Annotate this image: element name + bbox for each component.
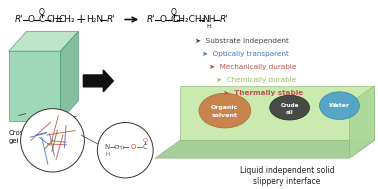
Circle shape bbox=[98, 122, 153, 178]
Text: Organic: Organic bbox=[211, 105, 239, 110]
Text: ➤  Thermally stable: ➤ Thermally stable bbox=[223, 90, 303, 96]
Text: ➤  Mechanically durable: ➤ Mechanically durable bbox=[209, 64, 296, 70]
Text: C: C bbox=[39, 15, 45, 24]
Text: R': R' bbox=[147, 15, 155, 24]
Text: H: H bbox=[105, 152, 109, 157]
Text: R': R' bbox=[14, 15, 23, 24]
Text: Crude: Crude bbox=[280, 103, 299, 108]
Text: O: O bbox=[130, 144, 136, 150]
Text: CH: CH bbox=[46, 15, 59, 24]
Text: R': R' bbox=[107, 15, 116, 24]
Text: O: O bbox=[171, 8, 177, 17]
Text: R': R' bbox=[220, 15, 228, 24]
Polygon shape bbox=[9, 51, 60, 121]
Text: O: O bbox=[160, 15, 167, 24]
Ellipse shape bbox=[270, 95, 310, 120]
Text: O: O bbox=[39, 8, 45, 17]
Text: C: C bbox=[171, 15, 177, 24]
Ellipse shape bbox=[319, 92, 359, 119]
Text: Liquid independent solid
slippery interface: Liquid independent solid slippery interf… bbox=[240, 166, 335, 186]
Text: solvent: solvent bbox=[212, 113, 238, 118]
Text: N: N bbox=[105, 144, 110, 150]
Text: O: O bbox=[27, 15, 34, 24]
Text: CH₂: CH₂ bbox=[58, 15, 75, 24]
Polygon shape bbox=[349, 86, 374, 158]
Polygon shape bbox=[60, 31, 78, 121]
Text: +: + bbox=[76, 13, 87, 26]
Text: NH: NH bbox=[202, 15, 216, 24]
Circle shape bbox=[21, 109, 84, 172]
FancyArrow shape bbox=[84, 70, 113, 92]
Text: ➤  Chemically durable: ➤ Chemically durable bbox=[216, 77, 296, 83]
Text: CH₂: CH₂ bbox=[113, 145, 125, 150]
Text: H₂N: H₂N bbox=[86, 15, 103, 24]
Text: ➤  Optically transparent: ➤ Optically transparent bbox=[202, 51, 289, 57]
Text: O: O bbox=[143, 138, 148, 143]
Text: Water: Water bbox=[329, 103, 350, 108]
Text: ➤  Substrate independent: ➤ Substrate independent bbox=[195, 38, 289, 44]
Text: Cross-linked
gel: Cross-linked gel bbox=[9, 130, 51, 144]
Text: CH₂CH₂: CH₂CH₂ bbox=[172, 15, 206, 24]
Text: oil: oil bbox=[286, 110, 293, 115]
Text: H: H bbox=[206, 24, 211, 29]
Text: C: C bbox=[143, 144, 147, 150]
Polygon shape bbox=[155, 140, 374, 158]
Polygon shape bbox=[180, 86, 374, 140]
Polygon shape bbox=[9, 31, 78, 51]
Ellipse shape bbox=[199, 93, 251, 128]
